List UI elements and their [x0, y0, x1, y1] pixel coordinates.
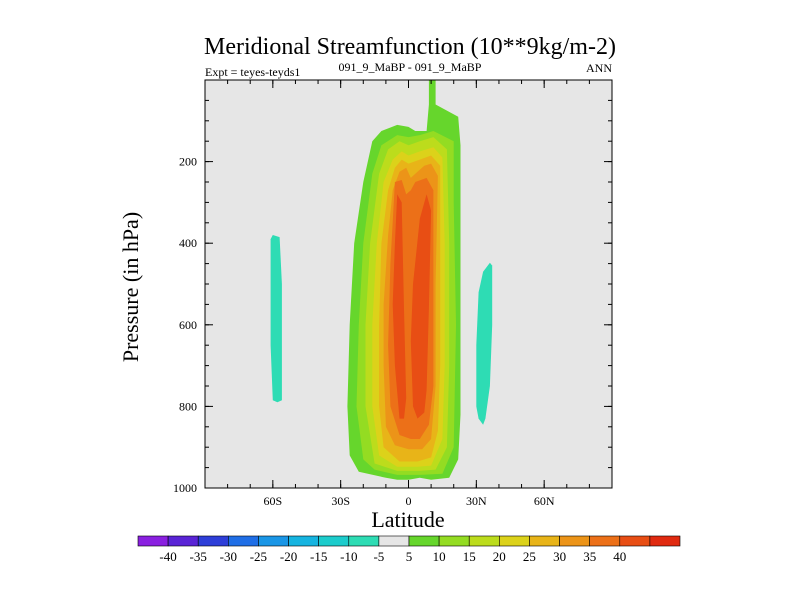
colorbar-swatch [619, 535, 651, 547]
colorbar-swatch [438, 535, 470, 547]
y-tick-label: 600 [179, 318, 197, 332]
colorbar-swatch [378, 535, 410, 547]
y-tick-label: 400 [179, 236, 197, 250]
colorbar-swatch [499, 535, 530, 547]
colorbar-swatch [137, 535, 169, 547]
axis-ticks: 60S 30S 0 30N 60N 200 400 600 800 1000 [173, 80, 613, 508]
x-tick-label: 30S [331, 494, 350, 508]
y-tick-label: 800 [179, 399, 197, 413]
x-tick-label: 60S [263, 494, 282, 508]
colorbar-label: 35 [583, 549, 596, 564]
colorbar-label: 20 [493, 549, 506, 564]
colorbar-swatch [258, 535, 289, 547]
contour-region-8-0 [392, 194, 407, 419]
x-tick-label: 30N [466, 494, 487, 508]
colorbar-swatch [197, 535, 229, 547]
colorbar-swatch [318, 535, 350, 547]
colorbar-label: -15 [310, 549, 327, 564]
colorbar-label: -10 [340, 549, 357, 564]
y-tick-label: 1000 [173, 481, 197, 495]
colorbar-swatch [167, 535, 199, 547]
x-axis-label: Latitude [371, 507, 444, 532]
colorbar-label: 10 [433, 549, 446, 564]
y-tick-label: 200 [179, 155, 197, 169]
contour-region-8-1 [410, 194, 432, 419]
colorbar-label: -30 [220, 549, 237, 564]
colorbar-swatch [228, 535, 259, 547]
colorbar-label: 25 [523, 549, 536, 564]
x-tick-label: 60N [534, 494, 555, 508]
colorbar-label: -5 [373, 549, 384, 564]
colorbar-swatch [649, 535, 681, 547]
colorbar: -40 -35 -30 -25 -20 -15 -10 -5 5 10 15 20 25 30 35 40 [137, 535, 681, 564]
colorbar-label: 5 [406, 549, 413, 564]
plot-area: 60S 30S 0 30N 60N 200 400 600 800 1000 [173, 79, 613, 508]
colorbar-swatch [408, 535, 440, 547]
colorbar-label: -25 [250, 549, 267, 564]
colorbar-label: -35 [190, 549, 207, 564]
chart-title: Meridional Streamfunction (10**9kg/m-2) [204, 34, 616, 60]
colorbar-swatch [288, 535, 319, 547]
contour-fills [270, 80, 493, 480]
contour-region-0-1 [476, 262, 493, 425]
colorbar-label: -40 [159, 549, 176, 564]
subtitle-left: Expt = teyes-teyds1 [205, 65, 300, 79]
y-axis-label: Pressure (in hPa) [118, 212, 143, 362]
colorbar-swatch [589, 535, 621, 547]
colorbar-label: 15 [463, 549, 476, 564]
colorbar-swatch [529, 535, 560, 547]
subtitle-right: ANN [586, 61, 612, 75]
colorbar-label: 40 [613, 549, 626, 564]
subtitle-center: 091_9_MaBP - 091_9_MaBP [339, 60, 482, 74]
x-tick-label: 0 [406, 494, 412, 508]
colorbar-label: 30 [553, 549, 566, 564]
colorbar-swatch [348, 535, 380, 547]
colorbar-label: -20 [280, 549, 297, 564]
contour-region-0-0 [270, 235, 282, 403]
colorbar-swatch [468, 535, 500, 547]
colorbar-swatch [559, 535, 590, 547]
